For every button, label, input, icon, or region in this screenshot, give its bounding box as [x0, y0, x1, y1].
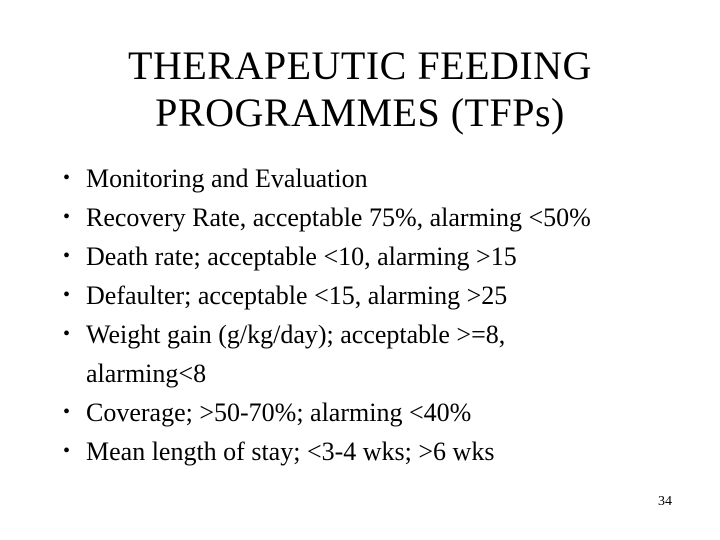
bullet-text: Mean length of stay; <3-4 wks; >6 wks [86, 437, 495, 466]
bullet-item: • Recovery Rate, acceptable 75%, alarming… [60, 198, 672, 237]
bullet-marker-icon: • [63, 323, 71, 345]
bullet-item: • Mean length of stay; <3-4 wks; >6 wks [60, 432, 672, 471]
bullet-marker-icon: • [63, 167, 71, 189]
bullet-marker-icon: • [63, 401, 71, 423]
bullet-text: Recovery Rate, acceptable 75%, alarming … [86, 203, 591, 232]
bullet-item: • Weight gain (g/kg/day); acceptable >=8,… [60, 315, 672, 393]
bullet-text: Death rate; acceptable <10, alarming >15 [86, 242, 517, 271]
bullet-text: Coverage; >50-70%; alarming <40% [86, 398, 472, 427]
bullet-item: • Monitoring and Evaluation [60, 159, 672, 198]
bullet-list: • Monitoring and Evaluation • Recovery Rate… [60, 159, 672, 471]
bullet-text: Monitoring and Evaluation [86, 164, 368, 193]
bullet-text: Weight gain (g/kg/day); acceptable >=8, … [86, 320, 506, 388]
bullet-item: • Coverage; >50-70%; alarming <40% [60, 393, 672, 432]
bullet-marker-icon: • [63, 284, 71, 306]
slide-title: THERAPEUTIC FEEDING PROGRAMMES (TFPs) [128, 43, 592, 135]
bullet-marker-icon: • [63, 206, 71, 228]
bullet-text: Defaulter; acceptable <15, alarming >25 [86, 281, 508, 310]
bullet-item: • Death rate; acceptable <10, alarming >1… [60, 237, 672, 276]
bullet-item: • Defaulter; acceptable <15, alarming >25 [60, 276, 672, 315]
bullet-marker-icon: • [63, 440, 71, 462]
page-number: 34 [658, 494, 672, 509]
bullet-marker-icon: • [63, 245, 71, 267]
